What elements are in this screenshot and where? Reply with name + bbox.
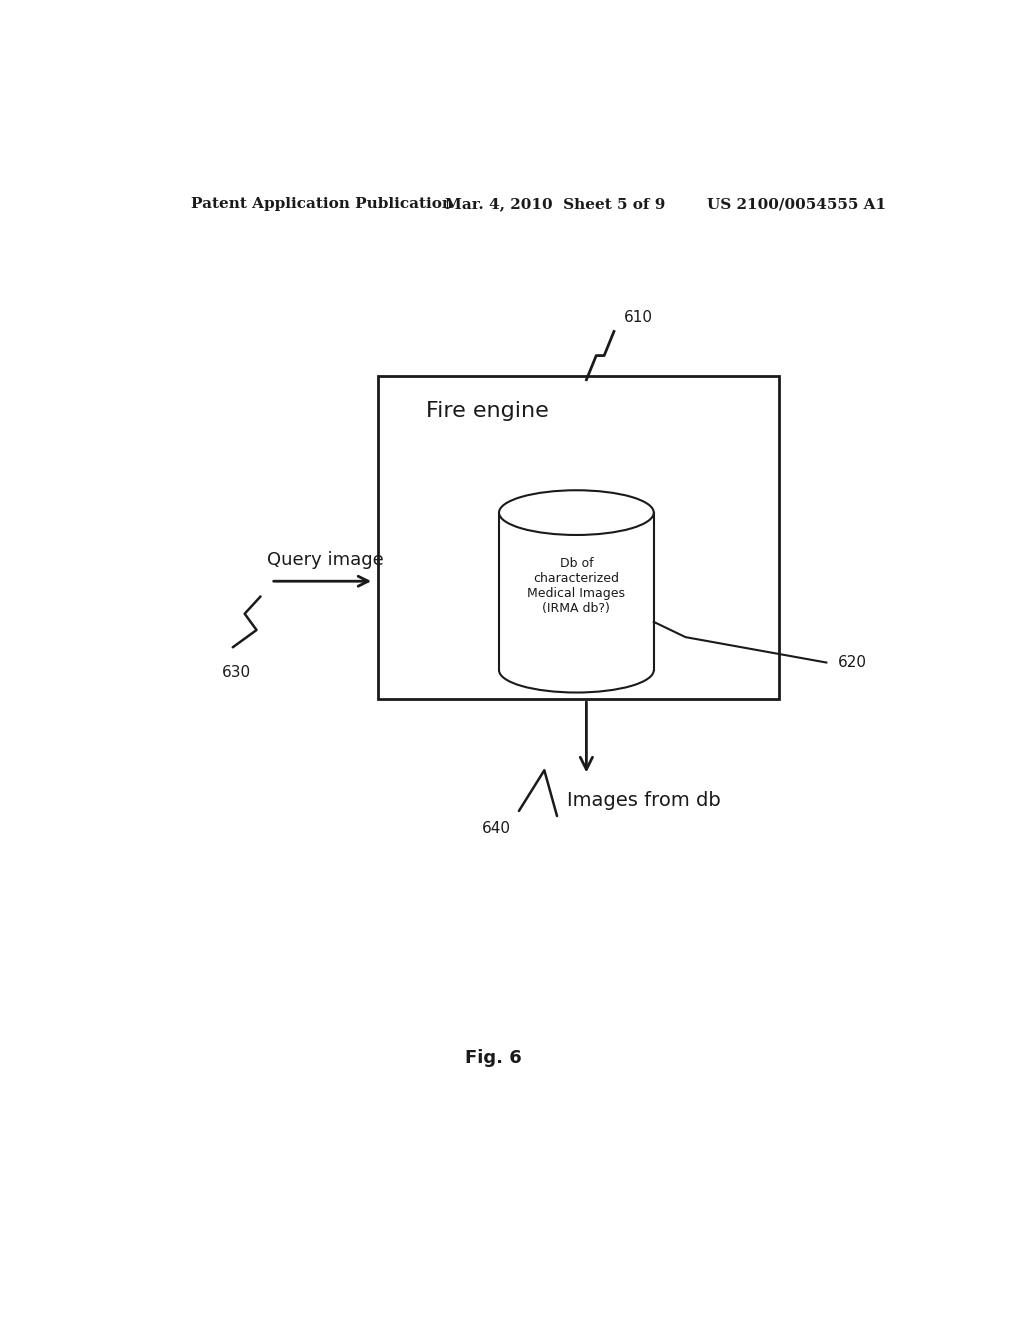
Text: Patent Application Publication: Patent Application Publication xyxy=(191,197,454,211)
Text: 640: 640 xyxy=(482,821,511,836)
Text: US 2100/0054555 A1: US 2100/0054555 A1 xyxy=(708,197,887,211)
Text: Images from db: Images from db xyxy=(566,791,720,810)
Text: Fig. 6: Fig. 6 xyxy=(465,1049,521,1067)
Text: 610: 610 xyxy=(624,310,653,326)
Bar xyxy=(499,512,653,671)
Text: Fire engine: Fire engine xyxy=(426,401,548,421)
Ellipse shape xyxy=(499,490,653,535)
Bar xyxy=(378,376,779,700)
Text: 620: 620 xyxy=(839,655,867,671)
Text: Db of
characterized
Medical Images
(IRMA db?): Db of characterized Medical Images (IRMA… xyxy=(527,557,626,615)
Text: Query image: Query image xyxy=(267,550,384,569)
Text: Mar. 4, 2010  Sheet 5 of 9: Mar. 4, 2010 Sheet 5 of 9 xyxy=(445,197,666,211)
Text: 630: 630 xyxy=(222,664,251,680)
